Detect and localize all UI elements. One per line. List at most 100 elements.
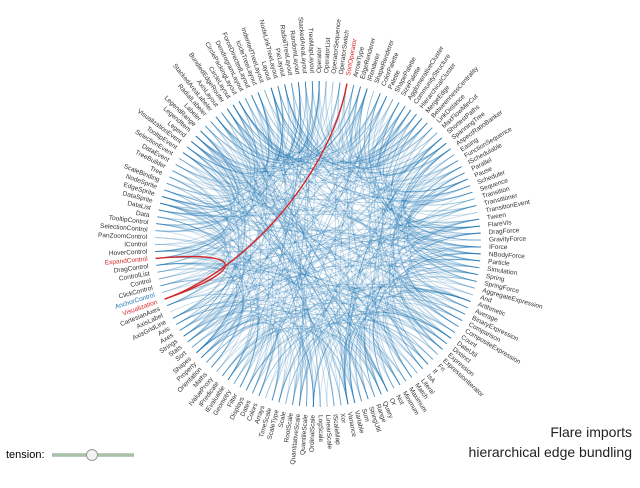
tension-slider[interactable]: [52, 449, 134, 461]
edge: [344, 166, 462, 405]
node-label: Xor: [339, 413, 347, 425]
edges: [154, 81, 481, 407]
edge: [232, 104, 412, 165]
edge: [245, 87, 286, 391]
edge: [318, 81, 368, 151]
edge: [252, 310, 452, 394]
edge: [251, 81, 320, 154]
edge: [312, 96, 388, 407]
edge: [264, 89, 401, 386]
edge: [156, 88, 368, 226]
edge: [270, 82, 341, 152]
edge: [278, 102, 400, 403]
edge: [160, 113, 417, 210]
edge: [155, 225, 481, 252]
edge: [166, 105, 406, 307]
edge: [292, 81, 320, 406]
edge: [403, 166, 469, 309]
edge: [258, 313, 448, 397]
edge: [408, 272, 475, 302]
edge: [285, 295, 469, 404]
edge: [155, 87, 279, 259]
node-label: GravityForce: [489, 236, 527, 244]
edge: [284, 84, 428, 164]
edge: [344, 271, 479, 405]
edge: [226, 108, 388, 392]
edge: [205, 322, 282, 401]
edge: [232, 82, 302, 157]
edge: [392, 288, 471, 365]
edge: [390, 118, 477, 282]
edge: [172, 83, 295, 319]
edge: [277, 85, 481, 228]
edge: [215, 88, 368, 163]
edge: [382, 305, 456, 378]
edge: [187, 94, 268, 343]
edge: [166, 143, 447, 201]
edge: [377, 105, 443, 175]
edge: [200, 317, 264, 388]
edge: [166, 182, 349, 405]
edge: [226, 81, 320, 158]
edge: [363, 172, 465, 397]
edge: [205, 105, 406, 170]
edge: [155, 237, 225, 293]
edge: [298, 218, 480, 406]
edge: [304, 81, 443, 170]
edge: [232, 104, 335, 407]
edge: [271, 337, 304, 406]
edge: [233, 198, 475, 384]
edge: [172, 113, 417, 319]
edge: [157, 196, 226, 273]
edge: [176, 81, 320, 325]
edge: [195, 135, 466, 315]
edge: [375, 109, 423, 169]
edge: [196, 81, 313, 353]
edge: [160, 202, 314, 407]
edge: [364, 178, 468, 397]
edge: [182, 87, 280, 178]
edge: [404, 154, 480, 223]
edge: [245, 225, 481, 391]
edge: [245, 290, 471, 391]
edge: [358, 88, 468, 193]
edge: [200, 94, 270, 170]
edge: [372, 205, 477, 392]
edge: [271, 81, 313, 401]
edge: [344, 137, 443, 405]
edge: [166, 104, 256, 197]
edge: [403, 148, 481, 248]
node-label: SelectionControl: [100, 223, 149, 234]
edge: [221, 84, 355, 161]
slider-thumb[interactable]: [86, 449, 98, 461]
edge: [191, 92, 272, 173]
edge: [355, 276, 477, 402]
edge: [392, 127, 462, 191]
edge: [334, 83, 349, 405]
node-label: Simulation: [487, 266, 518, 277]
edge: [292, 160, 459, 406]
edge: [374, 132, 438, 386]
edge: [160, 202, 227, 293]
edge: [187, 305, 246, 359]
node-label: TreeMapLayout: [307, 28, 316, 74]
edge: [358, 88, 456, 333]
edge: [245, 330, 382, 395]
edge: [392, 122, 473, 204]
edge: [257, 92, 423, 164]
edge: [378, 105, 447, 177]
edge: [376, 232, 481, 389]
edge: [196, 137, 443, 353]
edge: [270, 87, 438, 169]
edge: [160, 279, 407, 382]
edge: [191, 86, 361, 173]
edge: [356, 88, 428, 165]
edge: [215, 116, 459, 327]
edge: [232, 82, 302, 157]
edge: [182, 152, 471, 203]
edge: [355, 246, 481, 402]
edge: [205, 125, 328, 407]
edge: [160, 202, 471, 302]
node-label: If: [431, 368, 439, 376]
edge: [172, 85, 284, 188]
